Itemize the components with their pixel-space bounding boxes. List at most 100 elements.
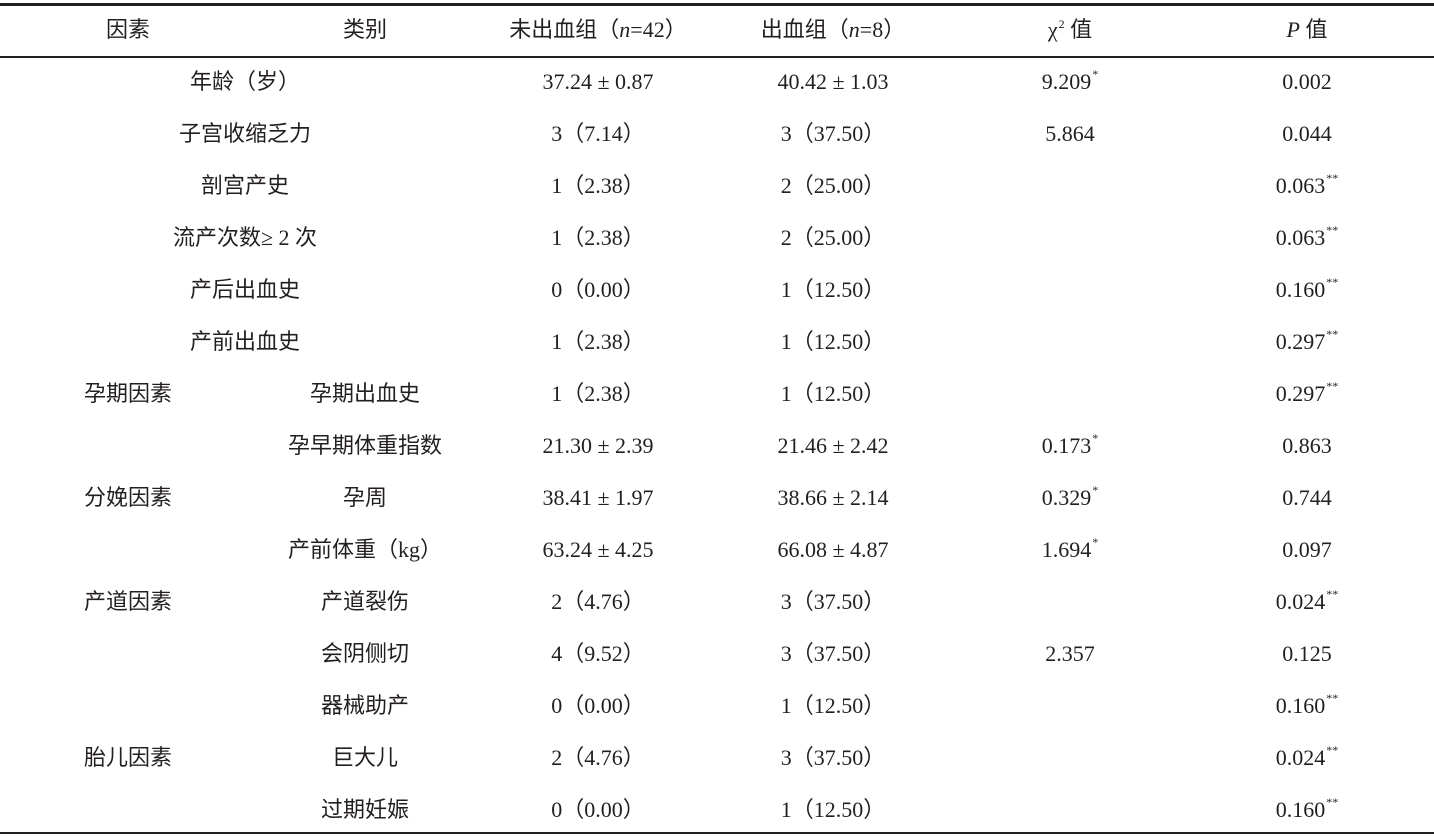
cell-chi-value: 5.864 bbox=[1045, 121, 1095, 146]
table-row: 孕早期体重指数 21.30 ± 2.39 21.46 ± 2.42 0.173* 0.8… bbox=[0, 420, 1434, 472]
table-row: 孕期因素 孕期出血史 1（2.38） 1（12.50） 0.297** bbox=[0, 368, 1434, 420]
cell-group-b-value: 1（12.50） bbox=[780, 381, 886, 406]
cell-group-b-value: 40.42 ± 1.03 bbox=[777, 69, 889, 94]
cell-chi: 5.864 bbox=[1045, 108, 1095, 160]
cell-group-a: 1（2.38） bbox=[551, 212, 645, 264]
table-row: 产前体重（kg） 63.24 ± 4.25 66.08 ± 4.87 1.694* 0.… bbox=[0, 524, 1434, 576]
cell-group-b: 2（25.00） bbox=[781, 160, 886, 212]
header-category: 类别 bbox=[342, 17, 388, 42]
cell-category-value: 产前体重（kg） bbox=[287, 537, 443, 562]
header-p: P 值 bbox=[1286, 17, 1328, 42]
cell-category: 器械助产 bbox=[321, 680, 409, 732]
table-row: 产前出血史 1（2.38） 1（12.50） 0.297** bbox=[0, 316, 1434, 368]
cell-p: 0.002 bbox=[1282, 56, 1332, 108]
cell-group-a-value: 2（4.76） bbox=[551, 589, 645, 614]
cell-p: 0.744 bbox=[1282, 472, 1332, 524]
table-header: 因素 类别 未出血组（n=42） 出血组（n=8） χ2 值 P 值 bbox=[0, 4, 1434, 56]
cell-category-value: 过期妊娠 bbox=[320, 797, 410, 822]
cell-group-a-value: 4（9.52） bbox=[551, 641, 645, 666]
cell-p-value: 0.125 bbox=[1282, 641, 1332, 666]
cell-group-a: 63.24 ± 4.25 bbox=[542, 524, 653, 576]
table-row: 子宫收缩乏力 3（7.14） 3（37.50） 5.864 0.044 bbox=[0, 108, 1434, 160]
cell-p-value: 0.160 bbox=[1275, 797, 1326, 822]
cell-p: 0.297** bbox=[1276, 316, 1339, 368]
cell-chi: 2.357 bbox=[1045, 628, 1095, 680]
cell-p: 0.863 bbox=[1282, 420, 1332, 472]
cell-group-a-value: 21.30 ± 2.39 bbox=[542, 433, 654, 458]
table-row: 胎儿因素 巨大儿 2（4.76） 3（37.50） 0.024** bbox=[0, 732, 1434, 784]
cell-group-b: 1（12.50） bbox=[781, 680, 886, 732]
significance-mark: ** bbox=[1326, 795, 1339, 809]
cell-group-b-value: 2（25.00） bbox=[780, 225, 886, 250]
cell-group-a: 3（7.14） bbox=[551, 108, 645, 160]
cell-p-value: 0.024 bbox=[1275, 745, 1326, 770]
cell-chi: 9.209* bbox=[1042, 56, 1099, 108]
cell-p-value: 0.297 bbox=[1275, 329, 1326, 354]
cell-category-value: 孕早期体重指数 bbox=[287, 433, 443, 458]
cell-chi-value: 9.209 bbox=[1041, 69, 1092, 94]
cell-group-b: 1（12.50） bbox=[781, 264, 886, 316]
cell-category: 产后出血史 bbox=[190, 264, 300, 316]
cell-p: 0.160** bbox=[1276, 264, 1339, 316]
cell-group-a: 0（0.00） bbox=[551, 264, 645, 316]
cell-p: 0.160** bbox=[1276, 784, 1339, 836]
cell-group-b-value: 3（37.50） bbox=[780, 641, 886, 666]
cell-category-value: 器械助产 bbox=[320, 693, 410, 718]
significance-mark: ** bbox=[1326, 587, 1339, 601]
cell-group-a-value: 63.24 ± 4.25 bbox=[542, 537, 654, 562]
cell-factor-value: 胎儿因素 bbox=[83, 745, 173, 770]
cell-factor: 孕期因素 bbox=[84, 368, 172, 420]
significance-mark: * bbox=[1092, 431, 1099, 445]
cell-category-value: 会阴侧切 bbox=[320, 641, 410, 666]
cell-category-value: 产前出血史 bbox=[189, 329, 301, 354]
cell-group-b-value: 21.46 ± 2.42 bbox=[777, 433, 889, 458]
cell-group-b-value: 3（37.50） bbox=[780, 121, 886, 146]
cell-group-b: 66.08 ± 4.87 bbox=[777, 524, 888, 576]
cell-group-a-value: 1（2.38） bbox=[551, 381, 645, 406]
cell-category: 产前出血史 bbox=[190, 316, 300, 368]
cell-chi-value: 0.173 bbox=[1041, 433, 1092, 458]
cell-group-b: 1（12.50） bbox=[781, 784, 886, 836]
cell-group-a: 21.30 ± 2.39 bbox=[542, 420, 653, 472]
cell-group-b: 3（37.50） bbox=[781, 576, 886, 628]
table-row: 器械助产 0（0.00） 1（12.50） 0.160** bbox=[0, 680, 1434, 732]
cell-group-a: 0（0.00） bbox=[551, 680, 645, 732]
cell-chi: 0.329* bbox=[1042, 472, 1099, 524]
cell-group-a-value: 1（2.38） bbox=[551, 329, 645, 354]
cell-group-a: 2（4.76） bbox=[551, 732, 645, 784]
significance-mark: ** bbox=[1326, 223, 1339, 237]
bottom-rule bbox=[0, 832, 1434, 834]
cell-p-value: 0.063 bbox=[1275, 173, 1326, 198]
cell-chi-value: 0.329 bbox=[1041, 485, 1092, 510]
cell-group-b-value: 1（12.50） bbox=[780, 277, 886, 302]
cell-p-value: 0.044 bbox=[1282, 121, 1332, 146]
cell-p-value: 0.297 bbox=[1275, 381, 1326, 406]
cell-group-b: 1（12.50） bbox=[781, 368, 886, 420]
cell-category-value: 子宫收缩乏力 bbox=[178, 121, 312, 146]
header-chi: χ2 值 bbox=[1047, 17, 1093, 42]
cell-p: 0.063** bbox=[1276, 160, 1339, 212]
cell-p-value: 0.160 bbox=[1275, 693, 1326, 718]
cell-category: 孕期出血史 bbox=[310, 368, 420, 420]
cell-p: 0.063** bbox=[1276, 212, 1339, 264]
cell-group-b: 3（37.50） bbox=[781, 108, 886, 160]
cell-category: 巨大儿 bbox=[332, 732, 398, 784]
cell-chi-value: 2.357 bbox=[1045, 641, 1095, 666]
cell-p-value: 0.024 bbox=[1275, 589, 1326, 614]
cell-group-b: 21.46 ± 2.42 bbox=[777, 420, 888, 472]
cell-p-value: 0.002 bbox=[1282, 69, 1332, 94]
cell-group-a: 1（2.38） bbox=[551, 316, 645, 368]
cell-category: 产前体重（kg） bbox=[288, 524, 442, 576]
significance-mark: * bbox=[1092, 535, 1099, 549]
cell-group-b: 40.42 ± 1.03 bbox=[777, 56, 888, 108]
cell-group-b-value: 1（12.50） bbox=[780, 797, 886, 822]
cell-factor-value: 分娩因素 bbox=[83, 485, 173, 510]
cell-group-a: 1（2.38） bbox=[551, 368, 645, 420]
cell-p-value: 0.097 bbox=[1282, 537, 1332, 562]
cell-group-b-value: 3（37.50） bbox=[780, 745, 886, 770]
significance-mark: ** bbox=[1326, 691, 1339, 705]
cell-group-a: 37.24 ± 0.87 bbox=[542, 56, 653, 108]
table-row: 产后出血史 0（0.00） 1（12.50） 0.160** bbox=[0, 264, 1434, 316]
cell-p: 0.297** bbox=[1276, 368, 1339, 420]
cell-category: 子宫收缩乏力 bbox=[179, 108, 311, 160]
